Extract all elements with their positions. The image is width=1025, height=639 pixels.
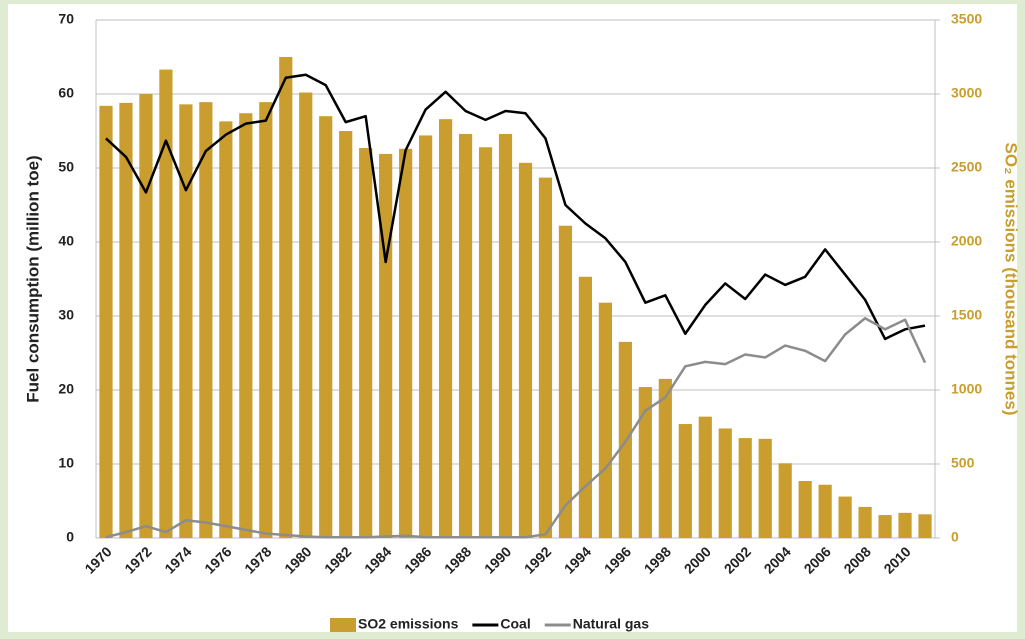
y2-tick-label: 1500 (951, 307, 982, 323)
bar (698, 416, 712, 538)
bar (518, 162, 533, 538)
legend-label: Coal (500, 616, 530, 632)
bar (399, 148, 413, 538)
bar (798, 481, 812, 538)
y2-tick-label: 2000 (951, 233, 982, 249)
bar (339, 131, 353, 538)
y-tick-label: 50 (58, 159, 74, 175)
bar (478, 147, 493, 538)
bar (898, 512, 912, 538)
bar (279, 57, 293, 538)
legend-label: Natural gas (573, 616, 649, 632)
legend-swatch (330, 618, 356, 632)
bar (419, 135, 433, 538)
y-tick-label: 70 (58, 11, 74, 27)
line (105, 73, 926, 341)
y2-tick-label: 0 (951, 529, 959, 545)
y2-axis-title: SO₂ emissions (thousand tonnes) (1002, 143, 1021, 416)
y2-tick-label: 500 (951, 455, 975, 471)
bar (778, 463, 792, 538)
bar (638, 387, 652, 538)
bar (738, 438, 752, 538)
bar (438, 119, 453, 538)
legend-label: SO2 emissions (358, 616, 459, 632)
bar (658, 378, 672, 538)
bar (598, 302, 612, 538)
y2-tick-label: 1000 (951, 381, 982, 397)
bar (558, 225, 573, 538)
line (105, 316, 927, 539)
bar (199, 102, 213, 538)
bar (498, 133, 513, 538)
y-tick-label: 40 (58, 233, 74, 249)
y-tick-label: 10 (58, 455, 74, 471)
y-axis-title: Fuel consumption (million toe) (23, 155, 42, 402)
bar (299, 92, 313, 539)
bar (878, 515, 892, 538)
bar (918, 514, 932, 538)
bar (718, 428, 732, 538)
y2-tick-label: 2500 (951, 159, 982, 175)
bar (758, 438, 772, 538)
bar (379, 153, 393, 538)
y2-tick-label: 3500 (951, 11, 982, 27)
y-tick-label: 60 (58, 85, 74, 101)
y-tick-label: 0 (66, 529, 74, 545)
bar (538, 177, 553, 538)
bar (359, 148, 373, 538)
y-tick-label: 30 (58, 307, 74, 323)
bar (99, 105, 113, 538)
bar (179, 104, 193, 539)
bar (239, 113, 253, 539)
bar (319, 116, 333, 538)
bar (458, 133, 473, 538)
bar (858, 506, 872, 538)
bar (818, 484, 832, 538)
bar (259, 102, 273, 538)
bar (219, 121, 233, 538)
bar (838, 496, 852, 538)
bar (678, 424, 692, 538)
bar (119, 102, 133, 538)
bar (139, 94, 153, 538)
y2-tick-label: 3000 (951, 85, 982, 101)
y-tick-label: 20 (58, 381, 74, 397)
bar (159, 69, 173, 538)
bar (578, 276, 593, 538)
